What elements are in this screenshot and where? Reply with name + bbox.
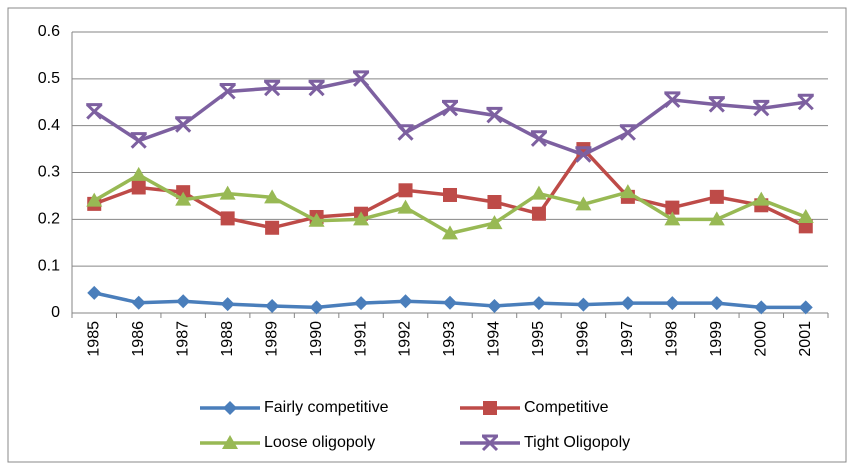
legend-label: Fairly competitive [264,399,389,416]
marker [264,79,281,97]
marker [483,401,497,415]
marker [265,220,280,235]
marker [576,297,591,312]
x-tick-label: 1989 [263,321,280,357]
marker [352,70,370,87]
marker [353,211,370,226]
y-tick-label: 0.1 [38,257,60,274]
marker [308,212,325,227]
marker [575,196,592,211]
y-tick-label: 0 [51,304,60,321]
marker [665,200,680,215]
x-tick-label: 2000 [753,321,770,357]
marker [398,294,413,309]
marker [131,295,146,310]
marker [219,82,236,100]
marker [481,434,499,452]
marker [86,103,103,120]
y-tick-label: 0.5 [38,70,60,87]
marker [130,132,147,149]
marker [443,187,457,202]
marker [175,191,192,206]
marker [708,211,725,226]
x-tick-label: 1985 [85,321,102,357]
marker [620,296,635,311]
marker [619,124,636,141]
x-tick-label: 1995 [530,321,547,357]
marker [753,99,770,117]
marker [441,99,459,117]
marker [798,300,813,315]
x-tick-label: 1997 [619,321,636,357]
y-tick-label: 0.2 [38,211,60,228]
marker [486,215,503,230]
marker [220,211,235,226]
marker [309,300,324,315]
marker [130,166,147,181]
marker [87,285,102,300]
marker [219,185,236,200]
marker [486,106,503,124]
marker [265,298,280,313]
x-tick-label: 1990 [308,321,325,357]
marker [308,79,325,97]
marker [530,185,547,200]
x-tick-label: 1991 [352,321,369,357]
marker [531,296,546,311]
marker [397,124,414,141]
marker [222,435,238,449]
x-tick-label: 1996 [575,321,592,357]
marker [397,199,414,214]
x-tick-label: 1999 [708,321,725,357]
marker [709,296,724,311]
x-tick-label: 2001 [797,321,814,357]
marker [86,192,103,207]
marker [754,300,769,315]
marker [442,225,458,240]
x-tick-label: 1998 [664,321,681,357]
marker [398,183,413,198]
y-tick-label: 0.6 [38,23,60,40]
marker [530,130,548,147]
marker [753,191,770,206]
marker [487,298,502,313]
chart-border [7,7,847,463]
marker [664,211,681,226]
marker [797,208,814,223]
marker [223,401,237,415]
x-tick-label: 1988 [219,321,236,357]
marker [176,294,191,309]
x-tick-label: 1994 [486,321,503,357]
legend-label: Tight Oligopoly [524,434,630,451]
marker [531,206,546,221]
marker [175,116,192,133]
marker [131,180,146,195]
x-tick-label: 1986 [130,321,147,357]
marker [443,295,457,310]
marker [797,93,814,111]
x-tick-label: 1992 [397,321,414,357]
marker [665,296,680,311]
marker [220,297,235,312]
x-tick-label: 1987 [174,321,191,357]
y-tick-label: 0.4 [38,117,60,134]
marker [487,195,502,210]
y-tick-label: 0.3 [38,164,60,181]
marker [664,91,681,108]
marker [709,189,724,204]
x-tick-label: 1993 [441,321,458,357]
marker [575,146,592,163]
marker [708,96,725,113]
marker [264,189,281,204]
marker [354,296,369,311]
legend-label: Loose oligopoly [264,434,375,451]
legend-label: Competitive [524,399,609,416]
marker [619,184,636,199]
